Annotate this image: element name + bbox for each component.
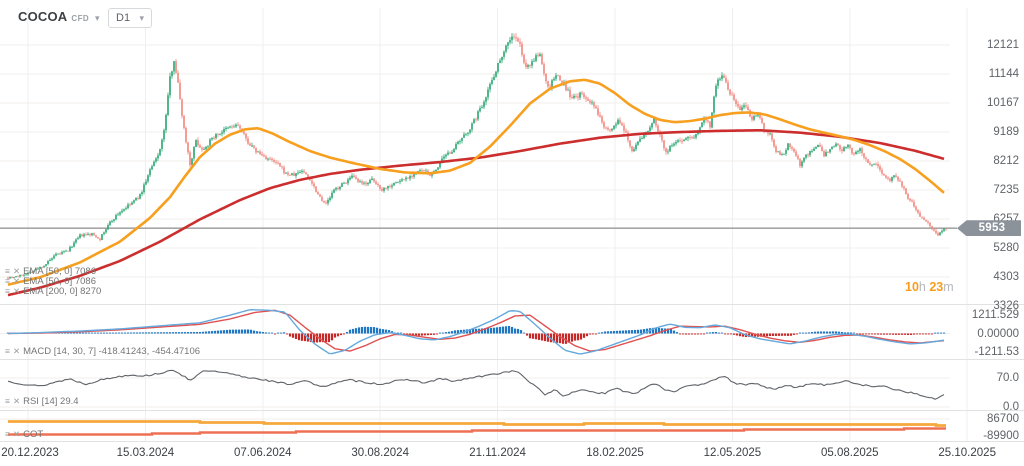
instrument-type-label: CFD	[71, 14, 90, 23]
timer-minutes: 23	[929, 280, 944, 294]
date-tick: 20.12.2023	[1, 447, 59, 459]
price-tick: 4303	[993, 271, 1019, 284]
date-tick: 07.06.2024	[234, 447, 292, 459]
grid-layer	[0, 8, 1024, 442]
timeframe-select[interactable]: D1 ▾	[108, 8, 152, 28]
indicator-label-text: COT	[23, 429, 44, 440]
macd-tick: 1211.529	[971, 308, 1019, 321]
indicator-label-text: EMA [50, 0] 7086	[23, 266, 96, 277]
indicator-remove-icon[interactable]: ✕	[12, 346, 21, 357]
indicator-settings-icon[interactable]: ≡	[5, 346, 10, 357]
indicator-label-macd: ≡ ✕ MACD [14, 30, 7] -418.41243, -454.4710…	[5, 346, 200, 357]
indicator-settings-icon[interactable]: ≡	[5, 276, 10, 287]
price-tick: 10167	[987, 97, 1019, 110]
indicator-label-ema3: ≡ ✕ EMA [200, 0] 8270	[5, 286, 101, 297]
timer-hours-unit: h	[918, 280, 926, 294]
date-tick: 15.03.2024	[116, 447, 175, 459]
indicator-label-ema2: ≡ ✕ EMA [50, 0] 7086	[5, 276, 96, 287]
price-tick: 5280	[993, 242, 1019, 255]
macd-tick: -1211.53	[974, 346, 1019, 358]
cot-tick: 86700	[987, 413, 1019, 425]
date-tick: 05.08.2025	[821, 447, 879, 459]
symbol-chevron-down-icon[interactable]: ▾	[95, 13, 100, 23]
macd-tick: 0.00000	[977, 327, 1019, 340]
indicator-remove-icon[interactable]: ✕	[12, 266, 21, 277]
rsi-tick: 70.0	[996, 372, 1019, 384]
price-tick: 3326	[993, 300, 1019, 313]
price-tick: 8212	[993, 155, 1019, 168]
date-tick: 25.10.2025	[938, 447, 996, 459]
indicator-remove-icon[interactable]: ✕	[12, 286, 21, 297]
symbol-name[interactable]: COCOA	[18, 9, 68, 24]
indicator-label-text: EMA [50, 0] 7086	[23, 276, 96, 287]
indicator-label-text: MACD [14, 30, 7] -418.41243, -454.47106	[23, 346, 201, 357]
indicator-label-text: EMA [200, 0] 8270	[23, 286, 102, 297]
indicator-label-rsi: ≡ ✕ RSI [14] 29.4	[5, 396, 79, 407]
indicator-settings-icon[interactable]: ≡	[5, 396, 10, 407]
indicator-remove-icon[interactable]: ✕	[12, 276, 21, 287]
timer-minutes-unit: m	[943, 280, 954, 294]
date-tick: 18.02.2025	[586, 447, 644, 459]
date-tick: 30.08.2024	[351, 447, 409, 459]
timer-hours: 10	[905, 280, 919, 294]
price-tick: 7235	[993, 184, 1019, 197]
rsi-line	[7, 369, 945, 400]
indicator-settings-icon[interactable]: ≡	[5, 266, 10, 277]
indicator-remove-icon[interactable]: ✕	[12, 396, 21, 407]
indicator-label-ema1: ≡ ✕ EMA [50, 0] 7086	[5, 266, 96, 277]
timeframe-value: D1	[116, 12, 131, 24]
price-tick: 12121	[987, 39, 1019, 51]
indicator-label-text: RSI [14] 29.4	[23, 396, 79, 407]
current-price-value: 5953	[978, 222, 1006, 235]
candles-layer	[7, 33, 947, 280]
indicator-settings-icon[interactable]: ≡	[5, 429, 10, 440]
rsi-tick: 0.0	[1003, 401, 1019, 413]
indicator-label-cot: ≡ ✕ COT	[5, 429, 43, 440]
ema50-line	[7, 78, 945, 286]
cot-tick: -89900	[983, 429, 1019, 442]
current-price-tag: 5953	[957, 220, 1021, 237]
instrument-header: COCOA CFD ▾	[18, 9, 100, 24]
timeframe-chevron-down-icon: ▾	[139, 12, 144, 23]
macd-layer	[6, 309, 946, 355]
price-tick: 9189	[993, 126, 1019, 139]
candle-countdown-timer: 10h 23m	[905, 280, 954, 294]
cot-layer	[8, 420, 946, 436]
indicator-settings-icon[interactable]: ≡	[5, 286, 10, 297]
date-tick: 21.11.2024	[469, 447, 526, 459]
ema200-line	[7, 129, 945, 297]
price-tick: 11144	[988, 68, 1019, 81]
date-tick: 12.05.2025	[703, 447, 762, 459]
indicator-remove-icon[interactable]: ✕	[12, 429, 21, 440]
